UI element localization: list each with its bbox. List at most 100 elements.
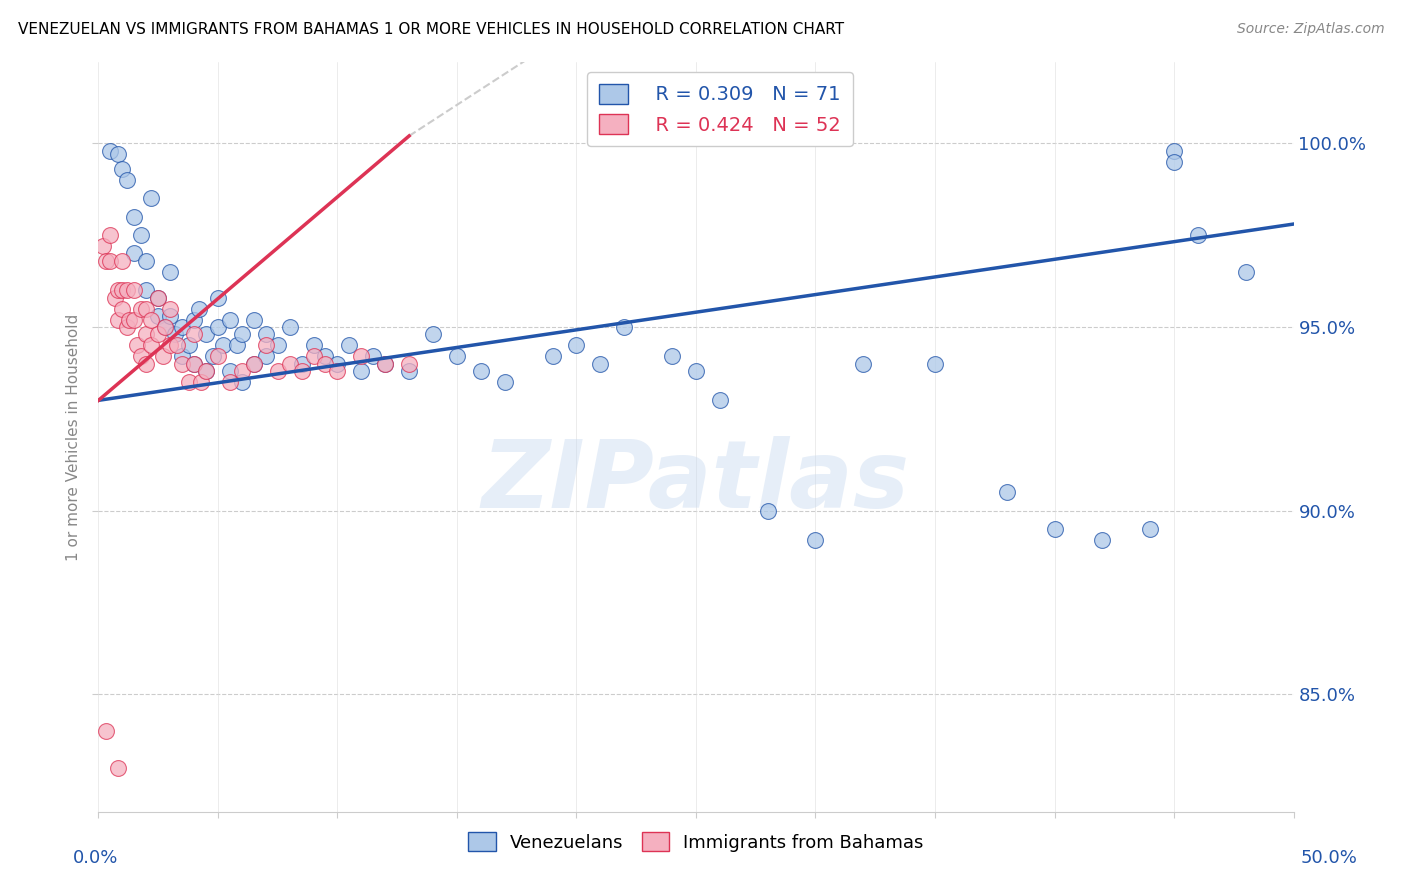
Point (131, 301, 153, 316)
Point (148, 291, 170, 305)
Point (339, 338, 361, 352)
Point (107, 312, 129, 326)
Point (111, 161, 134, 176)
Point (267, 364, 290, 378)
Point (195, 364, 218, 378)
Point (139, 312, 162, 326)
Point (107, 283, 129, 297)
Point (104, 291, 127, 305)
Point (91, 239, 114, 253)
Point (254, 327, 277, 342)
Point (135, 357, 157, 371)
Point (1163, 144, 1185, 158)
Point (709, 393, 731, 408)
Point (398, 364, 420, 378)
Point (226, 338, 249, 352)
Point (124, 246, 146, 260)
Point (111, 283, 134, 297)
Point (565, 338, 588, 352)
Point (118, 312, 141, 326)
Point (107, 147, 129, 161)
Point (541, 349, 564, 363)
Point (98, 253, 122, 268)
Point (291, 364, 314, 378)
Point (1043, 522, 1066, 536)
Point (183, 357, 205, 371)
Point (243, 357, 266, 371)
Point (207, 349, 229, 363)
Point (159, 265, 181, 279)
Point (135, 253, 157, 268)
Point (219, 364, 242, 378)
Point (661, 349, 683, 363)
Point (94, 723, 117, 738)
Point (179, 338, 201, 352)
Point (302, 338, 325, 352)
Point (183, 312, 205, 326)
Point (231, 327, 253, 342)
Point (924, 357, 946, 371)
Point (135, 283, 157, 297)
Point (278, 357, 301, 371)
Point (124, 312, 146, 326)
Point (211, 338, 233, 352)
Point (107, 761, 129, 775)
Point (98, 228, 122, 243)
Point (195, 364, 218, 378)
Point (1163, 154, 1185, 169)
Point (350, 349, 373, 363)
Point (148, 309, 170, 323)
Point (124, 210, 146, 224)
Point (1091, 533, 1114, 547)
Point (804, 533, 827, 547)
Point (1187, 228, 1209, 243)
Point (422, 327, 444, 342)
Point (207, 291, 229, 305)
Point (152, 349, 174, 363)
Point (231, 364, 253, 378)
Point (135, 327, 157, 342)
Point (291, 357, 314, 371)
Point (350, 364, 373, 378)
Point (135, 301, 157, 316)
Text: 0.0%: 0.0% (73, 849, 118, 867)
Point (685, 364, 707, 378)
Point (852, 357, 875, 371)
Point (446, 349, 468, 363)
Point (94, 253, 117, 268)
Point (326, 357, 349, 371)
Point (172, 349, 194, 363)
Point (374, 357, 396, 371)
Point (494, 375, 516, 389)
Point (315, 357, 337, 371)
Point (163, 327, 186, 342)
Point (159, 338, 181, 352)
Point (243, 312, 266, 326)
Legend: Venezuelans, Immigrants from Bahamas: Venezuelans, Immigrants from Bahamas (461, 825, 931, 859)
Point (995, 485, 1018, 500)
Point (131, 228, 153, 243)
Point (267, 338, 290, 352)
Point (139, 191, 162, 205)
Point (115, 173, 138, 187)
Point (243, 357, 266, 371)
Text: VENEZUELAN VS IMMIGRANTS FROM BAHAMAS 1 OR MORE VEHICLES IN HOUSEHOLD CORRELATIO: VENEZUELAN VS IMMIGRANTS FROM BAHAMAS 1 … (18, 22, 845, 37)
Point (139, 338, 162, 352)
Point (278, 319, 301, 334)
Point (111, 253, 134, 268)
Text: ZIPatlas: ZIPatlas (482, 436, 910, 528)
Point (155, 319, 177, 334)
Point (219, 375, 242, 389)
Point (183, 327, 205, 342)
Point (374, 357, 396, 371)
Point (190, 375, 212, 389)
Point (207, 319, 229, 334)
Point (148, 327, 170, 342)
Point (124, 283, 146, 297)
Point (219, 312, 242, 326)
Point (363, 349, 385, 363)
Point (115, 283, 138, 297)
Point (470, 364, 492, 378)
Point (254, 349, 277, 363)
Point (231, 375, 253, 389)
